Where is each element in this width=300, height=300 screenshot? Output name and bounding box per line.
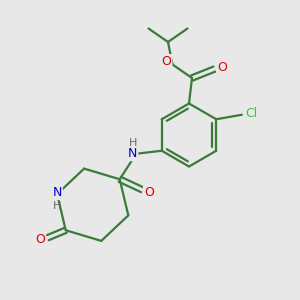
Text: H: H [128, 138, 137, 148]
Text: O: O [144, 186, 154, 199]
Text: O: O [162, 55, 171, 68]
Text: Cl: Cl [245, 107, 257, 120]
Text: N: N [128, 147, 137, 160]
Text: O: O [217, 61, 227, 74]
Text: H: H [53, 200, 61, 211]
Text: N: N [52, 186, 62, 199]
Text: O: O [35, 233, 45, 246]
